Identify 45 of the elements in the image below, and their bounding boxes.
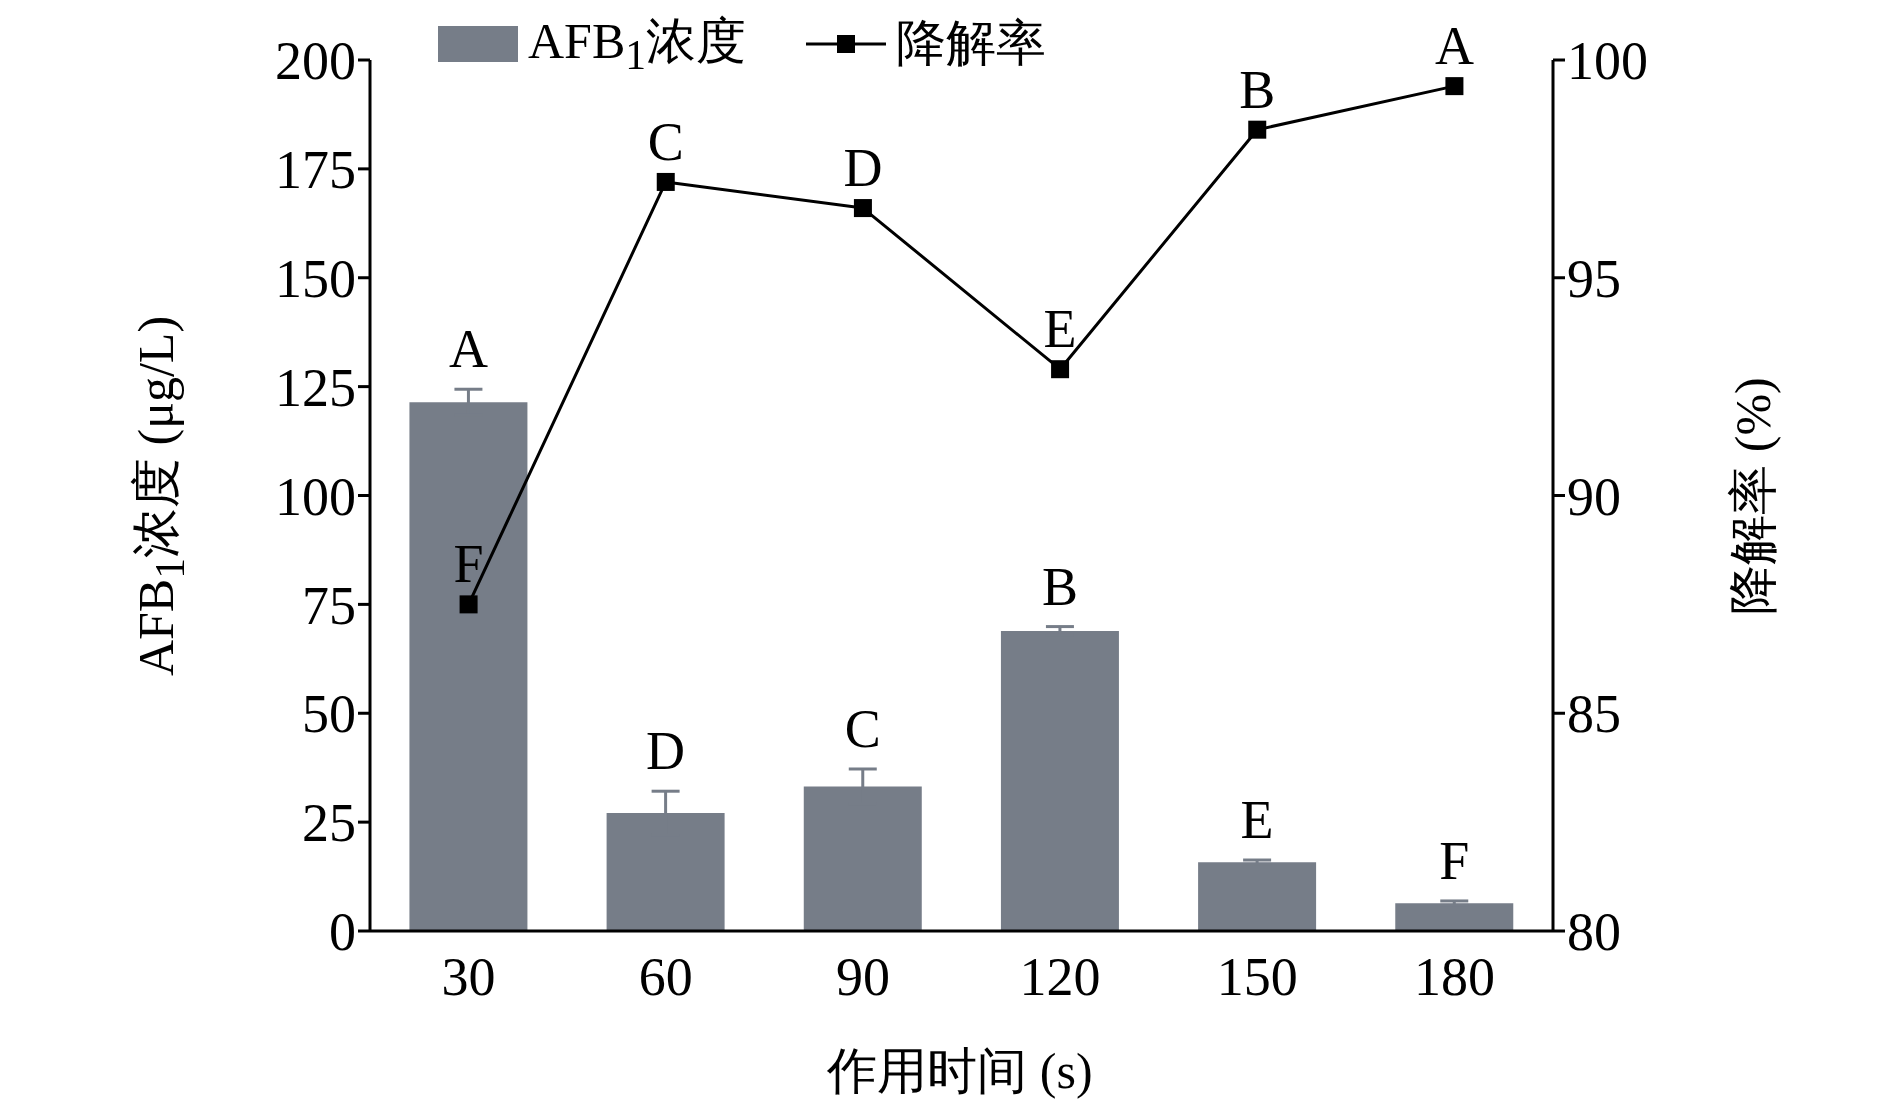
data-label: C [647, 111, 684, 172]
x-tick-label: 150 [1216, 947, 1298, 1008]
data-label: E [1240, 790, 1274, 851]
x-tick-label: 60 [638, 947, 693, 1008]
y-tick-label: 0 [329, 902, 356, 963]
data-label: A [1434, 16, 1474, 77]
y2-tick-label: 80 [1567, 902, 1621, 963]
data-label: A [448, 319, 488, 380]
point [1445, 77, 1464, 96]
data-label: B [1239, 59, 1276, 120]
point [1051, 360, 1070, 379]
x-tick-label: 180 [1413, 947, 1495, 1008]
point [853, 199, 872, 218]
point [459, 595, 478, 614]
point [656, 172, 675, 191]
x-axis-title: 作用时间 (s) [827, 1042, 1093, 1101]
bar [1198, 862, 1317, 931]
y-tick-label: 150 [275, 248, 356, 309]
data-label: D [646, 721, 686, 782]
x-tick-label: 30 [441, 947, 496, 1008]
y-tick-label: 75 [302, 575, 356, 636]
legend-label: 降解率 [896, 14, 1047, 73]
bar [1395, 903, 1514, 931]
y2-tick-label: 85 [1567, 684, 1621, 745]
y-tick-label: 175 [275, 140, 356, 201]
x-tick-label: 90 [835, 947, 890, 1008]
data-label: F [453, 534, 484, 595]
y2-tick-label: 95 [1567, 248, 1621, 309]
y-tick-label: 50 [302, 684, 356, 745]
data-label: E [1043, 299, 1077, 360]
point [1248, 120, 1267, 139]
data-label: D [843, 138, 883, 199]
y2-axis-title: 降解率 (%) [1723, 377, 1782, 615]
x-tick-label: 120 [1019, 947, 1101, 1008]
data-label: F [1439, 830, 1470, 891]
bar [1000, 630, 1119, 931]
y-tick-label: 125 [275, 357, 356, 418]
data-label: B [1041, 556, 1078, 617]
y2-tick-label: 90 [1567, 466, 1621, 527]
legend-label: AFB$_{1}$浓度 [528, 12, 747, 79]
y2-tick-label: 100 [1567, 31, 1648, 92]
data-label: C [844, 698, 881, 759]
y-tick-label: 100 [275, 466, 356, 527]
y-tick-label: 25 [302, 793, 356, 854]
y-tick-label: 200 [275, 31, 356, 92]
